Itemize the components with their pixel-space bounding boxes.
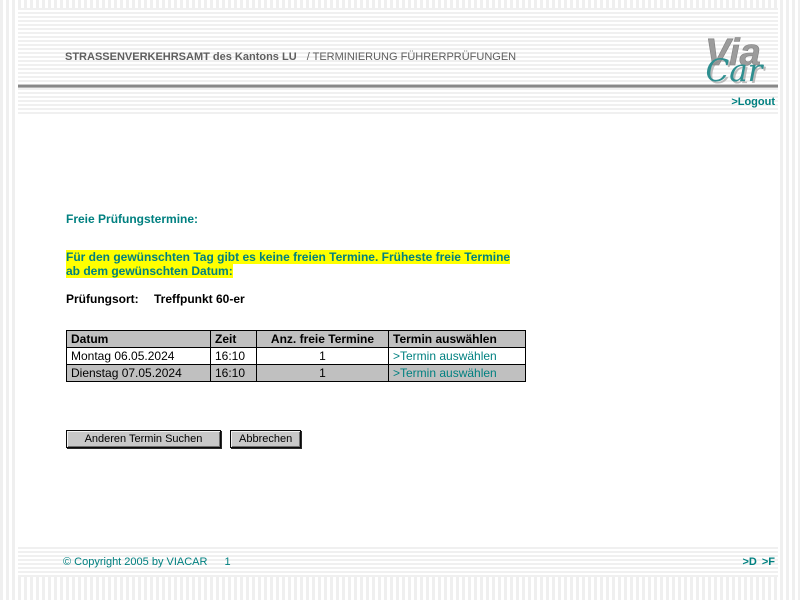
page-title-section: / TERMINIERUNG FÜHRERPRÜFUNGEN <box>306 51 517 63</box>
table-row: Dienstag 07.05.2024 16:10 1 >Termin ausw… <box>66 364 526 382</box>
cell-datum: Montag 06.05.2024 <box>66 347 211 365</box>
cell-anz: 1 <box>256 364 389 382</box>
select-appointment-link[interactable]: >Termin auswählen <box>393 349 497 363</box>
cell-zeit: 16:10 <box>210 347 257 365</box>
logo-car-shadow: Car <box>707 55 766 86</box>
action-buttons: Anderen Termin Suchen Abbrechen <box>66 430 778 448</box>
footer: © Copyright 2005 by VIACAR 1 >D >F <box>18 547 778 577</box>
cell-termin: >Termin auswählen <box>388 364 526 382</box>
cancel-button[interactable]: Abbrechen <box>230 430 302 448</box>
language-links: >D >F <box>742 556 775 568</box>
column-header-anz: Anz. freie Termine <box>256 330 389 348</box>
logout-bar: >Logout <box>18 88 778 116</box>
page-title-office: STRASSENVERKEHRSAMT des Kantons LU <box>65 51 297 63</box>
header: STRASSENVERKEHRSAMT des Kantons LU / TER… <box>18 8 778 86</box>
search-other-appointment-button[interactable]: Anderen Termin Suchen <box>66 430 221 448</box>
no-appointments-notice: Für den gewünschten Tag gibt es keine fr… <box>66 250 516 278</box>
column-header-termin: Termin auswählen <box>388 330 526 348</box>
cell-termin: >Termin auswählen <box>388 347 526 365</box>
logo-car-text: Car <box>705 53 764 86</box>
language-link-french[interactable]: >F <box>761 556 775 568</box>
appointments-table: Datum Zeit Anz. freie Termine Termin aus… <box>66 330 526 382</box>
exam-location-label: Prüfungsort: <box>66 292 139 306</box>
header-divider <box>18 84 778 88</box>
free-appointments-heading: Freie Prüfungstermine: <box>66 212 199 226</box>
logo-via-text: Via <box>705 32 761 74</box>
exam-location-line: Prüfungsort: Treffpunkt 60-er <box>66 293 778 306</box>
viacar-logo-icon: Via Car Car <box>705 32 767 86</box>
column-header-zeit: Zeit <box>210 330 257 348</box>
cell-datum: Dienstag 07.05.2024 <box>66 364 211 382</box>
cell-anz: 1 <box>256 347 389 365</box>
content-area: Freie Prüfungstermine: Für den gewünscht… <box>18 116 778 547</box>
main-card: STRASSENVERKEHRSAMT des Kantons LU / TER… <box>18 8 778 577</box>
page-number: 1 <box>224 556 231 568</box>
table-header-row: Datum Zeit Anz. freie Termine Termin aus… <box>66 330 526 348</box>
cell-zeit: 16:10 <box>210 364 257 382</box>
logout-link[interactable]: >Logout <box>731 96 775 108</box>
copyright-label: © Copyright 2005 by VIACAR <box>63 556 208 568</box>
copyright-text: © Copyright 2005 by VIACAR 1 <box>63 556 231 568</box>
table-row: Montag 06.05.2024 16:10 1 >Termin auswäh… <box>66 347 526 365</box>
exam-location-value: Treffpunkt 60-er <box>154 292 245 306</box>
language-link-german[interactable]: >D <box>742 556 757 568</box>
page-title: STRASSENVERKEHRSAMT des Kantons LU / TER… <box>65 51 516 63</box>
column-header-datum: Datum <box>66 330 211 348</box>
notice-highlighted-text: Für den gewünschten Tag gibt es keine fr… <box>66 250 511 278</box>
select-appointment-link[interactable]: >Termin auswählen <box>393 366 497 380</box>
